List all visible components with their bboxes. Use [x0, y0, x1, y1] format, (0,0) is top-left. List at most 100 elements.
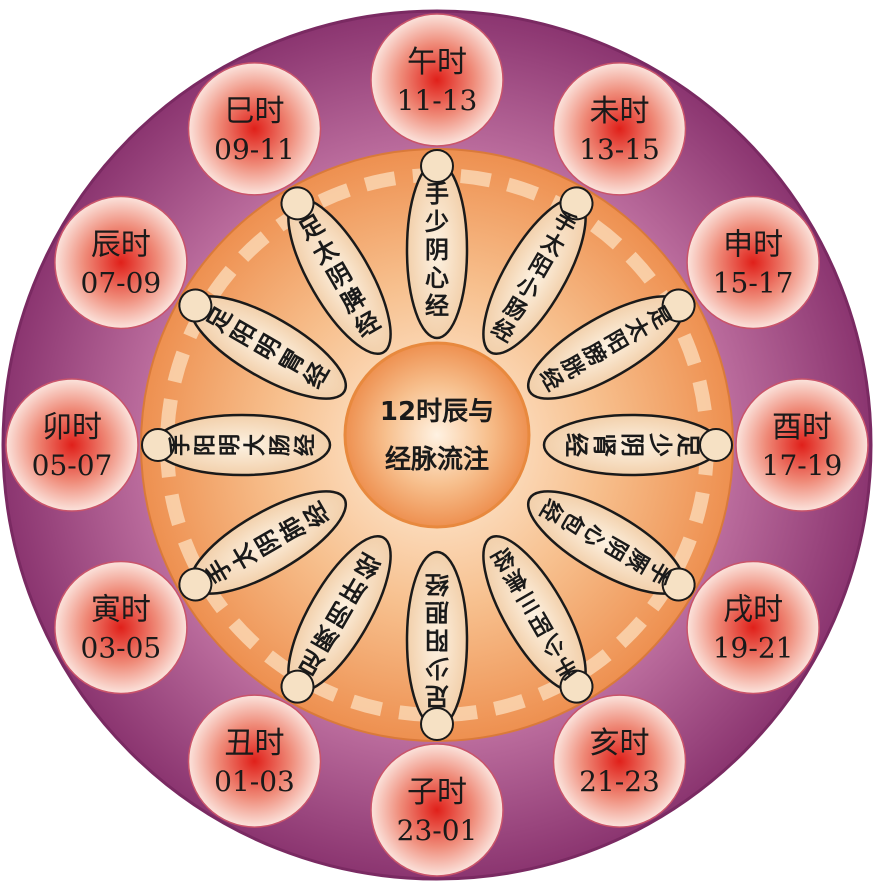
- hour-ball-circle: [686, 560, 820, 695]
- meridian-capsule: 手少阳三焦经: [482, 534, 594, 704]
- meridian-char: 阴: [425, 235, 449, 264]
- hour-ball: 巳时 09-11: [187, 62, 322, 196]
- hour-ball-circle: [370, 743, 504, 877]
- meridian-char: 心: [425, 263, 449, 292]
- hour-ball: 辰时 07-09: [54, 195, 188, 330]
- hour-name: 丑时: [225, 726, 285, 761]
- center-title-line2: 经脉流注: [385, 444, 489, 475]
- hour-ball: 戌时 19-21: [686, 560, 820, 695]
- meridian-char: 大: [243, 434, 269, 456]
- meridian-char: 少: [646, 432, 675, 457]
- meridian-char: 足: [674, 433, 703, 457]
- hour-ball-circle: [5, 378, 139, 512]
- center-circle: [343, 341, 531, 529]
- meridian-char: 阳: [193, 434, 219, 456]
- hour-ball: 未时 13-15: [552, 62, 687, 196]
- meridian-char: 阳: [425, 626, 449, 655]
- capsule-head: [699, 428, 733, 462]
- meridian-char: 手: [168, 434, 194, 456]
- meridian-name: 手阳明大肠经: [168, 434, 319, 456]
- hour-ball-circle: [686, 195, 820, 330]
- center-title-line1: 12时辰与: [380, 397, 494, 427]
- hour-range: 23-01: [397, 814, 478, 847]
- hour-name: 寅时: [91, 593, 151, 628]
- hour-range: 05-07: [32, 449, 113, 482]
- meridian-char: 经: [425, 291, 449, 320]
- hour-range: 15-17: [713, 267, 794, 300]
- capsule-head: [141, 428, 175, 462]
- meridian-capsule: 手阳明大肠经: [141, 413, 332, 477]
- meridian-capsule: 手太阴肺经: [178, 490, 348, 602]
- meridian-capsule: 足太阳膀胱经: [526, 288, 696, 400]
- hour-range: 17-19: [762, 449, 843, 482]
- meridian-name: 足少阴肾经: [562, 432, 703, 457]
- hour-ball-circle: [187, 62, 322, 196]
- meridian-char: 足: [425, 682, 449, 711]
- hour-ball: 酉时 17-19: [735, 378, 869, 512]
- hour-range: 09-11: [214, 133, 295, 166]
- hour-name: 辰时: [91, 228, 151, 263]
- hour-ball-circle: [54, 195, 188, 330]
- hour-range: 01-03: [214, 765, 295, 798]
- hour-name: 卯时: [42, 410, 102, 445]
- capsule-head: [280, 669, 315, 704]
- hour-range: 21-23: [579, 765, 660, 798]
- hour-ball-circle: [552, 62, 687, 196]
- hour-ball: 午时 11-13: [370, 13, 504, 147]
- meridian-char: 少: [425, 654, 450, 683]
- hour-range: 13-15: [579, 133, 660, 166]
- meridian-char: 阴: [618, 433, 647, 457]
- hour-name: 酉时: [772, 410, 832, 445]
- hour-ball: 丑时 01-03: [187, 694, 322, 828]
- capsule-head: [661, 288, 696, 323]
- hour-name: 亥时: [590, 726, 650, 761]
- meridian-char: 手: [425, 179, 449, 208]
- capsule-head: [420, 707, 454, 741]
- meridian-char: 经: [425, 570, 449, 599]
- hour-range: 19-21: [713, 632, 794, 665]
- hour-ball: 寅时 03-05: [54, 560, 188, 695]
- hour-ball: 申时 15-17: [686, 195, 820, 330]
- hour-name: 午时: [407, 45, 467, 80]
- meridian-char: 经: [293, 434, 319, 456]
- hour-ball-circle: [552, 694, 687, 828]
- hour-name: 未时: [590, 94, 650, 129]
- hour-ball: 卯时 05-07: [5, 378, 139, 512]
- meridian-char: 胆: [425, 598, 449, 627]
- capsule-head: [559, 186, 594, 221]
- hour-ball: 亥时 21-23: [552, 694, 687, 828]
- hour-name: 申时: [723, 228, 783, 263]
- hour-ball-circle: [735, 378, 869, 512]
- hour-range: 07-09: [81, 267, 162, 300]
- meridian-capsule: 足厥阴肝经: [280, 534, 392, 704]
- capsule-head: [559, 669, 594, 704]
- meridian-char: 经: [562, 433, 591, 457]
- hour-ball-circle: [370, 13, 504, 147]
- meridian-capsule: 手少阴心经: [405, 149, 469, 340]
- hour-range: 11-13: [397, 84, 478, 117]
- hour-name: 戌时: [723, 593, 783, 628]
- capsule-head: [420, 149, 454, 183]
- hour-name: 子时: [407, 775, 467, 810]
- meridian-capsule: 手太阳小肠经: [482, 186, 594, 356]
- capsule-head: [661, 567, 696, 602]
- meridian-name: 手少阴心经: [424, 179, 449, 320]
- meridian-char: 少: [424, 207, 449, 236]
- meridian-capsule: 足阳明胃经: [178, 288, 348, 400]
- hour-ball-circle: [54, 560, 188, 695]
- hour-ball: 子时 23-01: [370, 743, 504, 877]
- meridian-char: 明: [218, 434, 244, 456]
- hour-name: 巳时: [225, 94, 285, 129]
- capsule-head: [280, 186, 315, 221]
- meridian-capsule: 足少阳胆经: [405, 550, 469, 741]
- meridian-name: 足少阳胆经: [425, 570, 450, 711]
- hour-balls: 午时 11-13 未时 13-15 申时 15-17 酉时 17-19 戌时 19-21 亥时 21-…: [5, 13, 869, 877]
- meridian-capsule: 足少阴肾经: [542, 413, 733, 477]
- hour-range: 03-05: [81, 632, 162, 665]
- meridian-capsule: 手厥阴心包经: [526, 490, 696, 602]
- meridian-char: 肠: [268, 434, 294, 456]
- capsule-head: [178, 567, 213, 602]
- meridian-capsule: 足太阴脾经: [280, 186, 392, 356]
